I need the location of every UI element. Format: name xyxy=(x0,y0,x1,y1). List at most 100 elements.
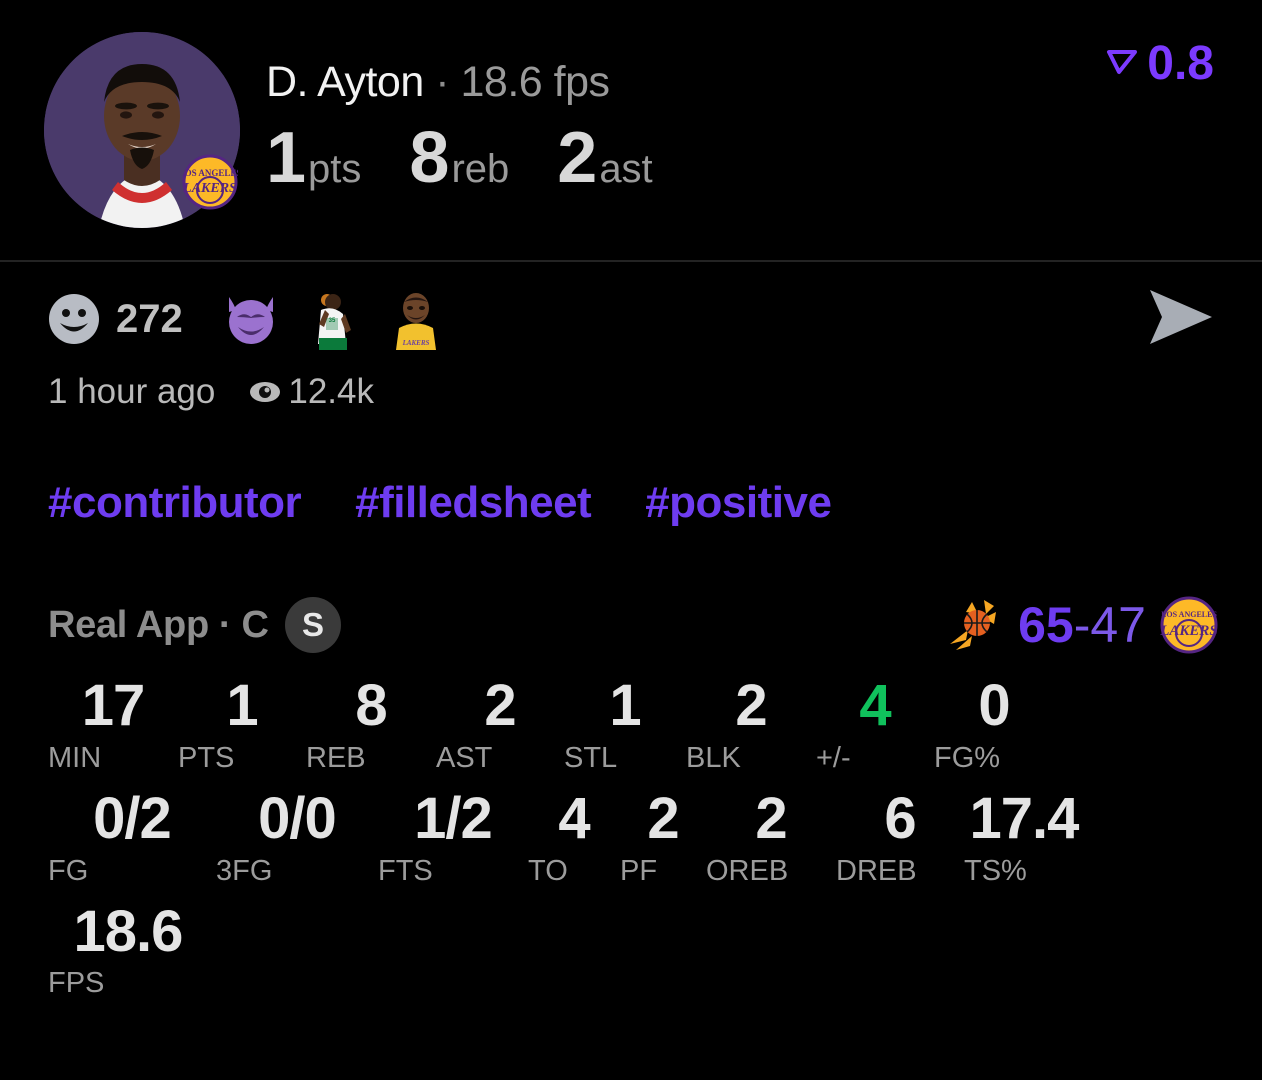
stat-value: 6 xyxy=(884,785,916,851)
top-stat-line: 1 pts 8 reb 2 ast xyxy=(266,122,653,194)
top-stat-unit: ast xyxy=(599,146,653,191)
player-name: D. Ayton xyxy=(266,57,424,106)
stat-value: 17 xyxy=(81,673,146,738)
stat-label: PTS xyxy=(178,741,235,774)
stat-cell-reb: 8 REB xyxy=(306,673,436,775)
svg-text:LAKERS: LAKERS xyxy=(401,339,429,347)
stat-cell-fg: 0/2 FG xyxy=(48,785,216,888)
reactions-section: 272 xyxy=(0,262,1262,412)
stat-value: 8 xyxy=(355,673,387,738)
stat-value: 1 xyxy=(226,673,258,738)
stat-cell-tspct: 17.4 TS% xyxy=(964,785,1084,888)
stat-label: TO xyxy=(528,854,568,887)
stat-cell-min: 17 MIN xyxy=(48,673,178,775)
trend-down-triangle-icon xyxy=(1105,45,1139,84)
svg-text:LOS ANGELES: LOS ANGELES xyxy=(182,168,238,178)
stat-cell-ast: 2 AST xyxy=(436,673,564,775)
stat-label: REB xyxy=(306,741,366,774)
hashtag-contributor[interactable]: #contributor xyxy=(48,478,302,527)
stat-label: FG% xyxy=(934,741,1001,774)
player-headshot-icon xyxy=(44,32,240,228)
stat-value: 1 xyxy=(609,673,641,738)
stat-label: 3FG xyxy=(216,854,273,887)
trend-indicator: 0.8 xyxy=(1105,40,1214,88)
view-count: 12.4k xyxy=(288,372,374,411)
stat-cell-oreb: 2 OREB xyxy=(706,785,836,888)
score-away: 65 xyxy=(1018,597,1074,653)
stat-value: 18.6 xyxy=(73,898,184,964)
top-stat-reb: 8 reb xyxy=(409,122,509,194)
source-separator: · xyxy=(218,603,232,646)
stat-value: 0 xyxy=(978,673,1010,738)
lakers-logo-icon: LOS ANGELES LAKERS xyxy=(1160,596,1218,654)
stat-label: BLK xyxy=(686,741,741,774)
source-app-name[interactable]: Real App xyxy=(48,603,209,646)
stat-value: 2 xyxy=(735,673,767,738)
stat-label: +/- xyxy=(816,741,851,774)
top-stat-unit: reb xyxy=(451,146,510,191)
stat-value: 2 xyxy=(755,785,787,851)
stat-cell-3fg: 0/0 3FG xyxy=(216,788,378,888)
trend-value: 0.8 xyxy=(1147,37,1214,90)
top-stat-value: 1 xyxy=(266,117,306,198)
lakers-player-sticker[interactable]: LAKERS xyxy=(384,288,447,350)
stat-cell-stl: 1 STL xyxy=(564,673,686,775)
stat-value: 0/2 xyxy=(93,785,172,851)
stat-cell-dreb: 6 DREB xyxy=(836,785,964,888)
stat-label: STL xyxy=(564,741,618,774)
score-text: 65 - 47 xyxy=(1018,600,1146,650)
stat-label: MIN xyxy=(48,741,102,774)
avatar[interactable]: LOS ANGELES LAKERS xyxy=(44,32,240,228)
stat-label: FPS xyxy=(48,967,105,1000)
celtics-player-sticker[interactable]: 35 xyxy=(300,288,363,350)
source-info: Real App · C S xyxy=(48,597,341,653)
stat-cell-fgpct: 0 FG% xyxy=(934,673,1054,775)
card-header: LOS ANGELES LAKERS D. Ayton · 18.6 fps 1… xyxy=(0,0,1262,262)
send-arrow-icon[interactable] xyxy=(1142,284,1218,350)
stat-value: 2 xyxy=(647,785,679,851)
stat-cell-pf: 2 PF xyxy=(620,785,706,888)
header-text-block: D. Ayton · 18.6 fps 1 pts 8 reb 2 ast xyxy=(266,57,653,200)
score-dash: - xyxy=(1073,597,1091,653)
stat-label: FG xyxy=(48,854,89,887)
score-home: 47 xyxy=(1090,597,1146,653)
source-score-row: Real App · C S 65 - xyxy=(0,596,1262,654)
stat-value: 4 xyxy=(859,673,891,738)
stat-label: TS% xyxy=(964,854,1027,887)
player-name-line: D. Ayton · 18.6 fps xyxy=(266,57,653,106)
stat-value: 2 xyxy=(484,673,516,738)
game-score[interactable]: 65 - 47 LOS ANGELES LAKERS xyxy=(946,596,1218,654)
timestamp: 1 hour ago xyxy=(48,372,216,411)
stat-row-secondary: 0/2 FG 0/0 3FG 1/2 FTS 4 TO 2 PF 2 OREB xyxy=(48,785,1218,888)
smiling-devil-emoji[interactable] xyxy=(223,291,279,347)
stat-cell-blk: 2 BLK xyxy=(686,673,816,775)
player-position: C xyxy=(241,603,269,646)
stat-cell-fps: 18.6 FPS xyxy=(48,898,208,1001)
svg-text:LAKERS: LAKERS xyxy=(182,181,237,196)
reaction-count: 272 xyxy=(116,297,183,341)
svg-text:LAKERS: LAKERS xyxy=(1160,623,1218,639)
stat-cell-to: 4 TO xyxy=(528,785,620,888)
stat-row-primary: 17 MIN 1 PTS 8 REB 2 AST 1 STL 2 BLK xyxy=(48,673,1218,775)
stat-cell-plusminus: 4 +/- xyxy=(816,673,934,775)
stat-value: 4 xyxy=(558,785,590,851)
hashtag-filledsheet[interactable]: #filledsheet xyxy=(355,478,592,527)
stat-label: FTS xyxy=(378,854,433,887)
stat-label: AST xyxy=(436,741,493,774)
suns-logo-icon xyxy=(946,596,1004,654)
svg-text:LOS ANGELES: LOS ANGELES xyxy=(1161,610,1217,619)
stat-value: 17.4 xyxy=(969,785,1080,851)
svg-text:35: 35 xyxy=(328,318,335,324)
stat-cell-fts: 1/2 FTS xyxy=(378,785,528,888)
top-stat-value: 2 xyxy=(557,117,597,198)
smiley-face-icon[interactable] xyxy=(48,293,100,345)
player-fps-subtitle: 18.6 fps xyxy=(460,57,611,106)
hashtag-positive[interactable]: #positive xyxy=(645,478,832,527)
stat-grid: 17 MIN 1 PTS 8 REB 2 AST 1 STL 2 BLK xyxy=(0,673,1262,1001)
stat-cell-pts: 1 PTS xyxy=(178,673,306,775)
stat-value: 1/2 xyxy=(414,785,493,851)
stat-label: PF xyxy=(620,854,658,887)
name-separator: · xyxy=(435,57,450,106)
reaction-row: 272 xyxy=(48,288,1218,350)
